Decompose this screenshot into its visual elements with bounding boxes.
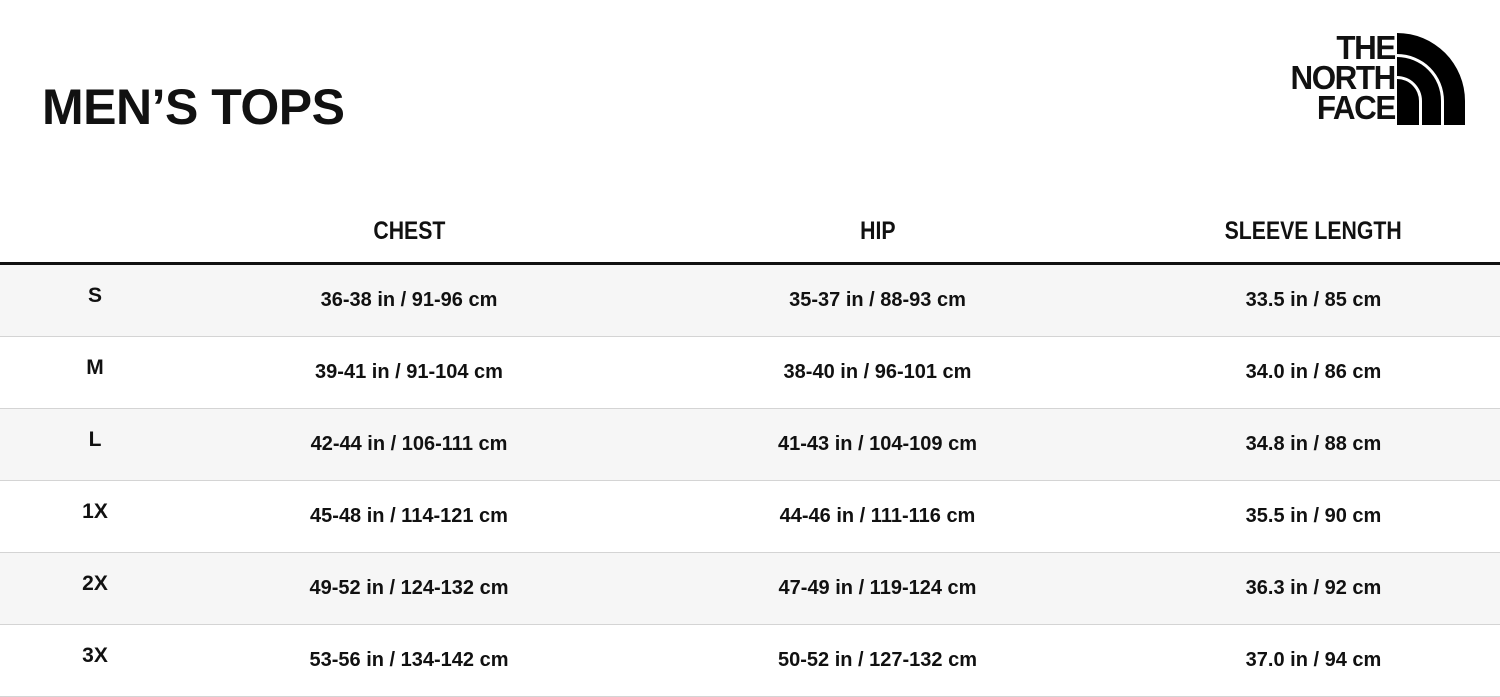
chest-cell: 49-52 in / 124-132 cm <box>190 553 628 625</box>
header-chest: CHEST <box>190 200 628 265</box>
table-row: L 42-44 in / 106-111 cm 41-43 in / 104-109… <box>0 409 1500 481</box>
logo-line: FACE <box>1317 89 1396 126</box>
size-cell: M <box>0 337 190 409</box>
sleeve-cell: 36.3 in / 92 cm <box>1127 553 1500 625</box>
table-header-row: CHEST HIP SLEEVE LENGTH <box>0 200 1500 265</box>
header-size <box>0 200 190 265</box>
size-cell: 2X <box>0 553 190 625</box>
chest-cell: 36-38 in / 91-96 cm <box>190 265 628 337</box>
logo-line: NORTH <box>1290 59 1397 96</box>
chest-cell: 53-56 in / 134-142 cm <box>190 625 628 697</box>
table-row: 3X 53-56 in / 134-142 cm 50-52 in / 127-13… <box>0 625 1500 697</box>
table-row: M 39-41 in / 91-104 cm 38-40 in / 96-101 c… <box>0 337 1500 409</box>
table-row: 1X 45-48 in / 114-121 cm 44-46 in / 111-11… <box>0 481 1500 553</box>
sleeve-cell: 34.8 in / 88 cm <box>1127 409 1500 481</box>
size-cell: L <box>0 409 190 481</box>
header-sleeve-length: SLEEVE LENGTH <box>1127 200 1500 265</box>
chest-cell: 45-48 in / 114-121 cm <box>190 481 628 553</box>
chest-cell: 42-44 in / 106-111 cm <box>190 409 628 481</box>
sleeve-cell: 37.0 in / 94 cm <box>1127 625 1500 697</box>
logo-wordmark: THE NORTH FACE <box>1290 29 1397 126</box>
hip-cell: 35-37 in / 88-93 cm <box>628 265 1127 337</box>
table-row: 2X 49-52 in / 124-132 cm 47-49 in / 119-12… <box>0 553 1500 625</box>
sleeve-cell: 34.0 in / 86 cm <box>1127 337 1500 409</box>
hip-cell: 47-49 in / 119-124 cm <box>628 553 1127 625</box>
the-north-face-logo: THE NORTH FACE <box>1262 29 1467 127</box>
hip-cell: 44-46 in / 111-116 cm <box>628 481 1127 553</box>
hip-cell: 41-43 in / 104-109 cm <box>628 409 1127 481</box>
half-dome-icon <box>1397 33 1465 125</box>
logo-line: THE <box>1336 29 1397 66</box>
size-chart-table: CHEST HIP SLEEVE LENGTH S 36-38 in / 91-9… <box>0 200 1500 697</box>
size-cell: S <box>0 265 190 337</box>
hip-cell: 38-40 in / 96-101 cm <box>628 337 1127 409</box>
size-cell: 3X <box>0 625 190 697</box>
table-row: S 36-38 in / 91-96 cm 35-37 in / 88-93 cm 3… <box>0 265 1500 337</box>
header-hip: HIP <box>628 200 1127 265</box>
size-cell: 1X <box>0 481 190 553</box>
hip-cell: 50-52 in / 127-132 cm <box>628 625 1127 697</box>
sleeve-cell: 35.5 in / 90 cm <box>1127 481 1500 553</box>
sleeve-cell: 33.5 in / 85 cm <box>1127 265 1500 337</box>
chest-cell: 39-41 in / 91-104 cm <box>190 337 628 409</box>
page-title: MEN’S TOPS <box>42 79 345 135</box>
